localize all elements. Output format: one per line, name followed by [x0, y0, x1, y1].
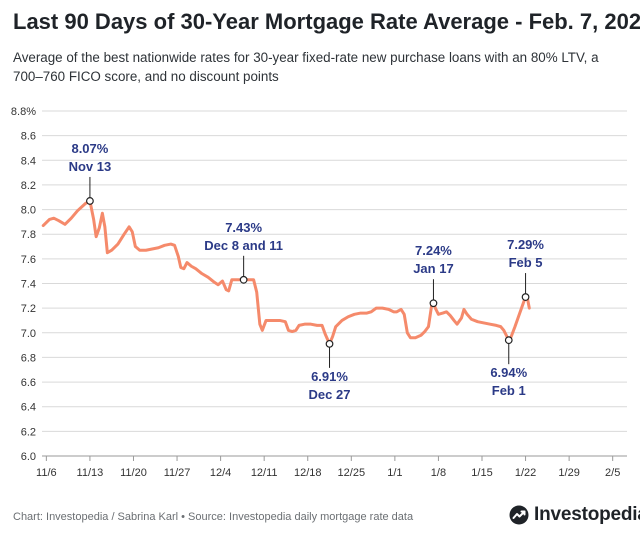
x-tick-label: 1/22: [515, 467, 536, 479]
annotation-dec-8-11: 7.43% Dec 8 and 11: [204, 220, 283, 284]
chart-subtitle: Average of the best nationwide rates for…: [13, 50, 599, 84]
chart-title: Last 90 Days of 30-Year Mortgage Rate Av…: [13, 9, 640, 34]
y-tick-label: 6.0: [21, 451, 36, 463]
annotation-marker: [429, 299, 438, 308]
y-tick-label: 6.4: [21, 402, 36, 414]
annotation-label: 8.07%: [71, 141, 108, 156]
x-tick-label: 11/27: [164, 467, 191, 479]
annotation-label: 6.94%: [490, 365, 527, 380]
y-tick-label: 7.6: [21, 254, 36, 266]
logo-text: Investopedia: [534, 504, 640, 525]
x-tick-label: 1/15: [471, 467, 492, 479]
series-line: [41, 199, 531, 346]
y-tick-label: 7.4: [21, 279, 36, 291]
x-tick-label: 12/11: [251, 467, 278, 479]
x-tick-label: 11/6: [36, 467, 57, 479]
y-axis-ticks: 6.0 6.2 6.4 6.6 6.8 7.0 7.2 7.4 7.6 7.8 8.0 8.2 8.4 8…: [11, 106, 36, 463]
x-tick-label: 12/4: [210, 467, 231, 479]
x-tick-label: 12/18: [294, 467, 322, 479]
annotation-marker: [86, 197, 94, 205]
annotation-label: 7.24%: [415, 243, 452, 258]
annotation-label: Nov 13: [69, 159, 112, 174]
investopedia-logo[interactable]: Investopedia: [509, 504, 640, 526]
x-tick-label: 12/25: [338, 467, 366, 479]
y-tick-label: 7.2: [21, 303, 36, 315]
annotation-label: 6.91%: [311, 369, 348, 384]
x-tick-label: 1/8: [431, 467, 446, 479]
annotation-marker: [504, 336, 513, 345]
annotation-marker: [521, 293, 530, 301]
y-tick-label: 6.2: [21, 426, 36, 438]
annotation-feb-1-low: 6.94% Feb 1: [490, 336, 528, 398]
y-tick-label: 8.6: [21, 131, 36, 143]
investopedia-logo-icon: [509, 505, 529, 525]
annotation-label: 7.29%: [507, 237, 544, 252]
y-tick-label: 8.4: [21, 155, 36, 167]
annotation-jan-17: 7.24% Jan 17: [413, 243, 454, 308]
x-axis-ticks: 11/6 11/13 11/20 11/27 12/4 12/11 12/18 12/25 1/…: [36, 456, 620, 479]
annotation-label: Feb 5: [509, 255, 543, 270]
y-tick-label: 7.8: [21, 229, 36, 241]
series-layer: [41, 199, 531, 346]
annotation-marker: [325, 339, 334, 348]
x-tick-label: 11/13: [77, 467, 104, 479]
annotation-label: Jan 17: [413, 261, 453, 276]
annotation-label: Feb 1: [492, 383, 526, 398]
annotation-label: Dec 27: [309, 387, 351, 402]
annotation-label: 7.43%: [225, 220, 262, 235]
annotation-label: Dec 8 and 11: [204, 238, 283, 253]
y-tick-label: 8.0: [21, 205, 36, 217]
y-tick-label: 7.0: [21, 328, 36, 340]
x-tick-label: 2/5: [605, 467, 620, 479]
annotations-layer: 8.07% Nov 13 7.43% Dec 8 and 11 6.91% Dec 27 7…: [69, 141, 545, 402]
gridlines: [42, 110, 627, 457]
x-tick-label: 1/1: [387, 467, 402, 479]
annotation-dec-27-low: 6.91% Dec 27: [309, 339, 351, 402]
y-tick-label: 8.2: [21, 180, 36, 192]
x-tick-label: 1/29: [558, 467, 579, 479]
y-tick-label: 6.8: [21, 352, 36, 364]
annotation-feb-5: 7.29% Feb 5: [507, 237, 544, 301]
y-tick-label: 8.8%: [11, 106, 36, 118]
y-tick-label: 6.6: [21, 377, 36, 389]
annotation-marker: [239, 275, 248, 284]
chart-credit: Chart: Investopedia / Sabrina Karl • Sou…: [13, 511, 414, 523]
x-tick-label: 11/20: [120, 467, 147, 479]
annotation-nov-13-high: 8.07% Nov 13: [69, 141, 112, 205]
